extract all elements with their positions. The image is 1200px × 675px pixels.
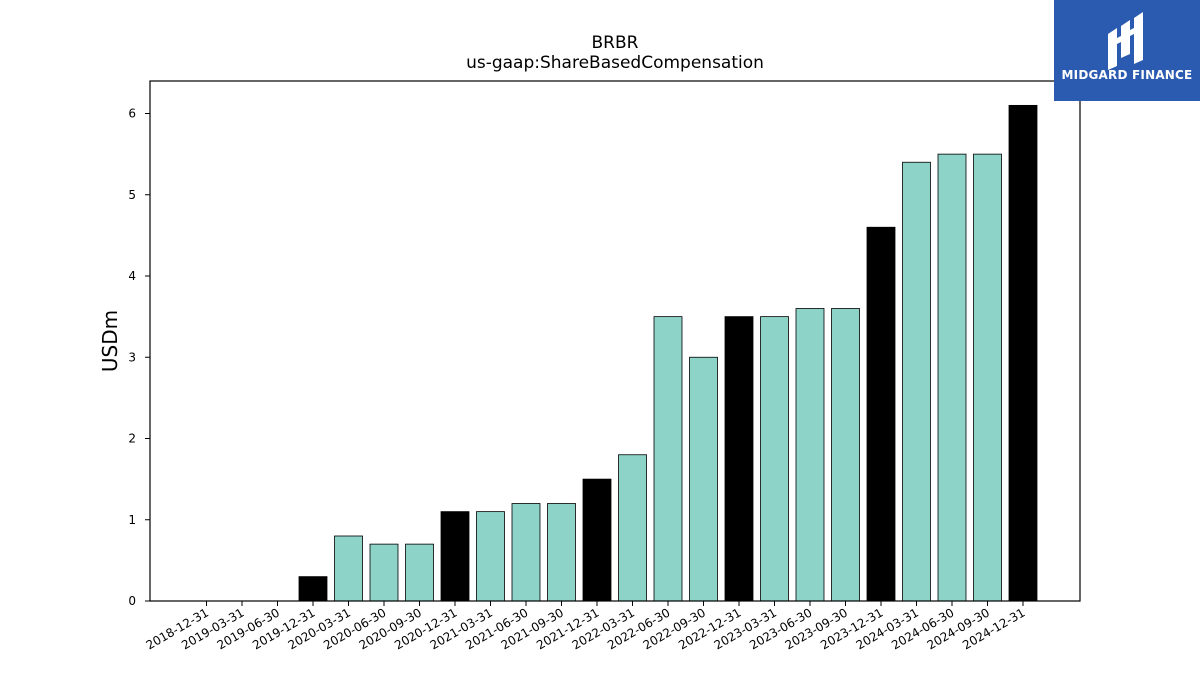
bar-2022-12-31 [724, 316, 754, 602]
x-axis-ticks: 2018-12-312019-03-312019-06-302019-12-31… [144, 601, 1028, 652]
midgard-logo-icon [1108, 12, 1143, 70]
y-tick-label: 3 [128, 350, 136, 364]
bar-2024-12-31 [1008, 104, 1038, 602]
y-tick-label: 2 [128, 432, 136, 446]
bar-2020-06-30 [369, 543, 399, 602]
bar-2024-09-30 [973, 153, 1002, 602]
bar-2020-03-31 [334, 535, 363, 602]
logo-text: MIDGARD FINANCE [1061, 68, 1193, 82]
bar-2021-09-30 [547, 503, 576, 602]
bar-2019-12-31 [298, 576, 328, 602]
midgard-finance-logo: MIDGARD FINANCE [1054, 0, 1200, 101]
chart-subtitle: us-gaap:ShareBasedCompensation [466, 53, 764, 73]
bar-2021-03-31 [476, 511, 505, 602]
bar-2020-12-31 [440, 511, 470, 602]
bar-2023-12-31 [866, 226, 896, 602]
y-axis-label: USDm [98, 310, 122, 372]
bar-2021-12-31 [582, 478, 612, 602]
bar-2022-06-30 [653, 316, 683, 602]
plot-frame [149, 80, 1081, 602]
y-tick-label: 6 [128, 107, 136, 121]
y-tick-label: 5 [128, 188, 136, 202]
y-axis-ticks: 0 1 2 3 4 5 6 [128, 107, 150, 608]
y-tick-label: 4 [128, 269, 136, 283]
bar-2022-09-30 [689, 356, 718, 602]
y-tick-label: 1 [128, 513, 136, 527]
chart-title: BRBR [592, 33, 639, 53]
bar-2023-03-31 [760, 316, 789, 602]
bar-2024-03-31 [902, 161, 931, 602]
bar-2021-06-30 [511, 503, 541, 602]
bars-group [298, 104, 1038, 602]
y-tick-label: 0 [128, 594, 136, 608]
bar-2022-03-31 [618, 454, 647, 602]
bar-2023-09-30 [831, 308, 860, 602]
bar-2024-06-30 [937, 153, 967, 602]
bar-2023-06-30 [795, 308, 825, 602]
bar-2020-09-30 [405, 543, 434, 602]
